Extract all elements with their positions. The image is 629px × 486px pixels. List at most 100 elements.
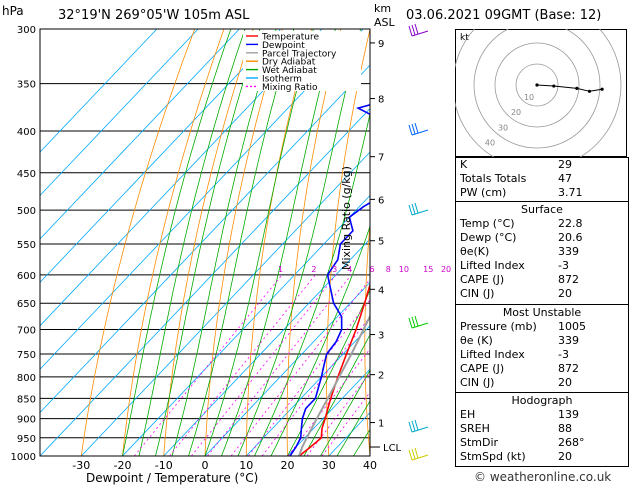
pressure-tick-label: 850 xyxy=(17,394,36,405)
legend-entry: Mixing Ratio xyxy=(262,83,318,93)
hodograph-box: Hodograph EH 139 SREH 88 StmDir 268° StmSpd (k… xyxy=(455,392,629,467)
isotherm-line xyxy=(80,151,370,456)
wind-barb-flag xyxy=(411,24,416,36)
km-tick-label: 1 xyxy=(378,419,384,430)
wind-barb-flag xyxy=(414,23,419,35)
pressure-tick-label: 450 xyxy=(17,169,36,180)
dry-adiabat-line xyxy=(122,29,225,456)
surface-label: Lifted Index xyxy=(460,259,525,272)
isotherm-line xyxy=(40,29,240,240)
pw-label: PW (cm) xyxy=(460,186,507,199)
isotherm-line xyxy=(40,29,323,327)
most-unstable-table: Pressure (mb) 1005 θe (K) 339 Lifted Index -3… xyxy=(456,320,628,390)
isotherm-line xyxy=(40,29,281,283)
wind-barb-flag xyxy=(411,448,416,460)
most-unstable-box: Most Unstable Pressure (mb) 1005 θe (K) 339… xyxy=(455,304,629,394)
plot-frame xyxy=(39,28,371,457)
mixing-ratio-line xyxy=(306,372,370,456)
datetime-title: 03.06.2021 09GMT (Base: 12) xyxy=(406,8,602,23)
wet-adiabat-line xyxy=(254,112,370,456)
most-unstable-value: 872 xyxy=(558,362,579,375)
hodograph-table-value: 88 xyxy=(558,422,572,435)
hodograph-ring xyxy=(455,29,622,157)
temperature-tick-label: 0 xyxy=(202,459,209,472)
hodograph-point xyxy=(587,89,592,93)
wind-barb-flag xyxy=(411,420,416,432)
surface-label: Dewp (°C) xyxy=(460,231,517,244)
surface-label: θe(K) xyxy=(460,245,490,258)
temperature-tick-label: 10 xyxy=(239,459,253,472)
mixing-ratio-label: 15 xyxy=(423,265,433,274)
most-unstable-label: CAPE (J) xyxy=(460,362,505,375)
dewpoint-line xyxy=(289,103,370,456)
surface-value: 20 xyxy=(558,287,572,300)
pressure-tick-label: 800 xyxy=(17,373,36,384)
wind-barb-staff xyxy=(411,322,429,329)
legend-entry: Dewpoint xyxy=(262,41,305,51)
pressure-tick-label: 600 xyxy=(17,271,36,282)
isotherm-line xyxy=(40,29,158,153)
hodograph-unit-label: kt xyxy=(460,33,469,43)
legend-entry: Dry Adiabat xyxy=(262,58,316,68)
mixing-ratio-line xyxy=(133,274,283,456)
hodograph-title: Hodograph xyxy=(511,394,573,407)
km-tick-label: 9 xyxy=(378,39,384,50)
mixing-ratio-line xyxy=(191,274,337,456)
hodograph-table-value: 139 xyxy=(558,408,579,421)
wet-adiabat-line xyxy=(336,400,370,456)
hodograph-table-label: StmDir xyxy=(460,436,499,449)
x-axis-title: Dewpoint / Temperature (°C) xyxy=(86,471,259,485)
axes-labels: 1234681015202530035040045050055060065070… xyxy=(11,25,466,472)
temperature-tick-label: -10 xyxy=(155,459,173,472)
dry-adiabat-line xyxy=(204,29,283,456)
km-tick-label: 4 xyxy=(378,285,384,296)
wind-barb-flag xyxy=(411,316,416,328)
surface-value: 339 xyxy=(558,245,579,258)
wind-barb-staff xyxy=(411,426,429,433)
wet-adiabat-line xyxy=(237,29,361,456)
lcl-label: LCL xyxy=(383,443,402,454)
mixing-ratio-label: 8 xyxy=(386,265,391,274)
hodograph-table: EH 139 SREH 88 StmDir 268° StmSpd (kt) 20 xyxy=(456,408,628,464)
wind-barb-flag xyxy=(414,447,419,459)
wind-barb-flag xyxy=(414,419,419,431)
wind-barb-flag xyxy=(408,204,413,216)
wind-barb-flag xyxy=(411,123,416,135)
surface-label: CAPE (J) xyxy=(460,273,505,286)
wind-barb-flag xyxy=(408,124,413,136)
temperature-tick-label: 20 xyxy=(281,459,295,472)
pressure-tick-label: 1000 xyxy=(11,452,36,463)
most-unstable-value: 1005 xyxy=(558,320,586,333)
hodograph-ring-label: 20 xyxy=(511,108,521,117)
wind-barb-staff xyxy=(411,30,429,37)
tt-label: Totals Totals xyxy=(460,172,527,185)
legend-background xyxy=(243,31,361,91)
wet-adiabat-line xyxy=(303,333,370,456)
hodograph-table-value: 20 xyxy=(558,450,572,463)
isotherm-line xyxy=(163,238,370,456)
isotherm-line xyxy=(204,281,370,456)
wind-barb-flag xyxy=(408,317,413,329)
wet-adiabat-line xyxy=(204,29,314,456)
km-tick-label: 3 xyxy=(378,331,384,342)
pressure-tick-label: 500 xyxy=(17,206,36,217)
wet-adiabat-line xyxy=(155,29,261,456)
dry-adiabat-line xyxy=(402,29,429,456)
mixing-ratio-label: 1 xyxy=(278,265,283,274)
hodograph-ring xyxy=(515,63,559,107)
temperature-tick-label: -20 xyxy=(114,459,132,472)
hodograph-table-value: 268° xyxy=(558,436,585,449)
background-lines xyxy=(40,29,429,456)
legend-entry: Temperature xyxy=(261,33,319,43)
pw-value: 3.71 xyxy=(558,186,583,199)
wind-barb-flag xyxy=(408,421,413,433)
pressure-tick-label: 300 xyxy=(17,25,36,36)
wind-barbs xyxy=(408,23,429,461)
wet-adiabat-line xyxy=(138,29,246,456)
surface-value: -3 xyxy=(558,259,569,272)
hodograph-ring xyxy=(494,42,580,128)
temperature-tick-label: 30 xyxy=(322,459,336,472)
temperature-tick-label: 40 xyxy=(363,459,377,472)
